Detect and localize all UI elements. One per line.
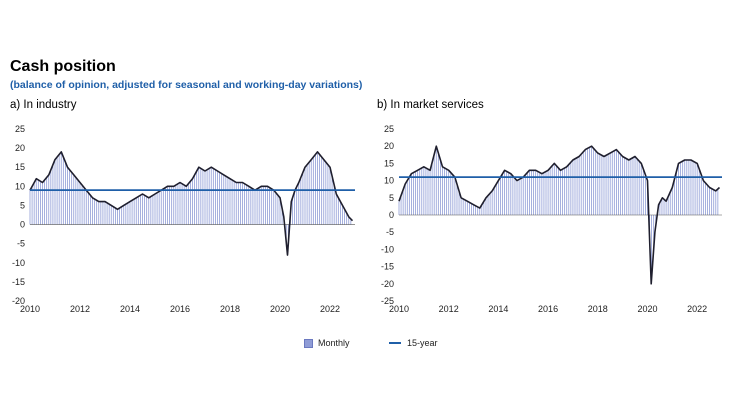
y-tick-label: 0 [389, 210, 394, 220]
y-tick-label: -25 [381, 296, 394, 306]
y-tick-label: 15 [15, 162, 25, 172]
y-tick-label: -15 [12, 277, 25, 287]
x-tick-label: 2020 [637, 304, 657, 314]
x-tick-label: 2016 [538, 304, 558, 314]
legend-bar-swatch [304, 338, 313, 348]
y-tick-label: 20 [384, 141, 394, 151]
y-tick-label: 5 [389, 193, 394, 203]
x-tick-label: 2012 [70, 304, 90, 314]
y-tick-label: -10 [381, 244, 394, 254]
legend-15-year: 15-year [389, 338, 438, 348]
x-tick-label: 2012 [439, 304, 459, 314]
y-tick-label: -20 [381, 279, 394, 289]
y-tick-label: -10 [12, 258, 25, 268]
y-tick-label: 25 [15, 124, 25, 134]
x-tick-label: 2016 [170, 304, 190, 314]
x-tick-label: 2018 [588, 304, 608, 314]
y-tick-label: -5 [17, 239, 25, 249]
legend-monthly-label: Monthly [318, 338, 350, 348]
legend-monthly: Monthly [304, 338, 350, 348]
panel-label-industry: a) In industry [10, 99, 77, 111]
x-tick-label: 2018 [220, 304, 240, 314]
y-tick-label: 25 [384, 124, 394, 134]
y-tick-label: -15 [381, 262, 394, 272]
x-tick-label: 2010 [389, 304, 409, 314]
legend-15-year-label: 15-year [407, 338, 438, 348]
chart-subtitle: (balance of opinion, adjusted for season… [10, 79, 363, 91]
y-tick-label: 20 [15, 143, 25, 153]
x-tick-label: 2010 [20, 304, 40, 314]
y-tick-label: 5 [20, 200, 25, 210]
chart-title: Cash position [10, 58, 116, 75]
monthly-line [29, 151, 354, 256]
x-tick-label: 2020 [270, 304, 290, 314]
y-tick-label: 15 [384, 158, 394, 168]
y-tick-label: 10 [384, 176, 394, 186]
x-tick-label: 2022 [687, 304, 707, 314]
panel-label-market-services: b) In market services [377, 99, 484, 111]
x-tick-label: 2022 [320, 304, 340, 314]
x-tick-label: 2014 [488, 304, 508, 314]
y-tick-label: 0 [20, 220, 25, 230]
legend-line-swatch [389, 342, 401, 344]
y-tick-label: 10 [15, 181, 25, 191]
y-tick-label: -5 [386, 227, 394, 237]
x-tick-label: 2014 [120, 304, 140, 314]
y-tick-label: -20 [12, 296, 25, 306]
